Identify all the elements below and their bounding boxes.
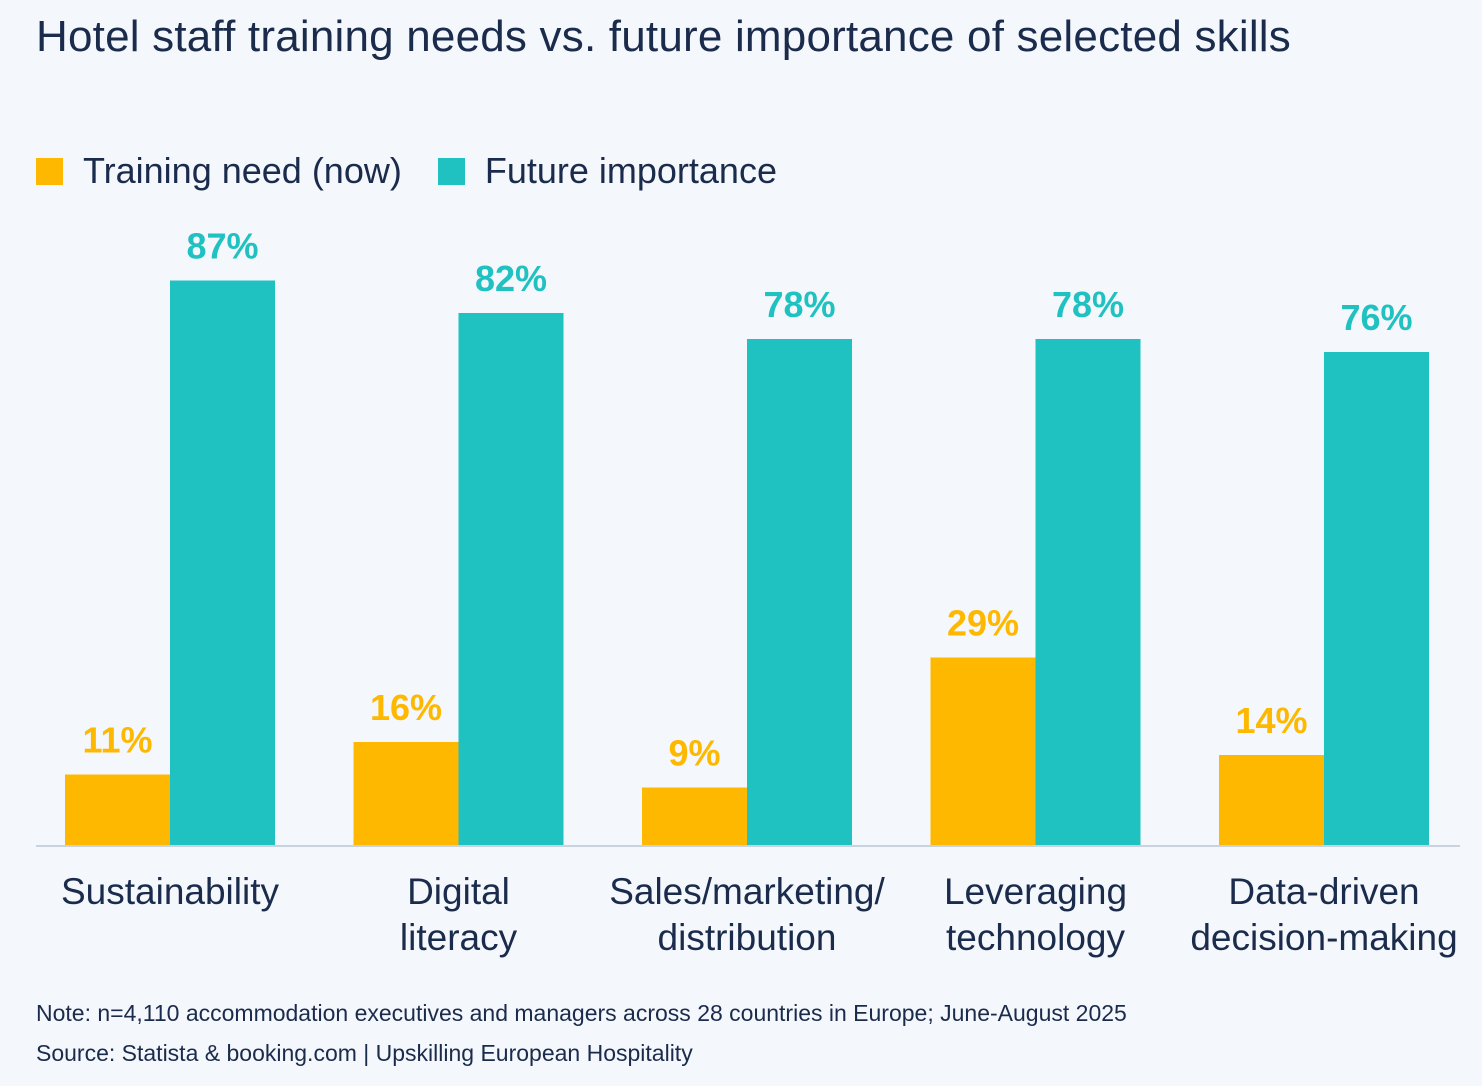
bar-training-need-0 [65,774,170,846]
data-label-training-need-3: 29% [947,603,1019,644]
bar-future-importance-1 [458,313,564,846]
data-label-future-importance-3: 78% [1052,284,1124,325]
bar-training-need-4 [1219,755,1324,846]
data-label-training-need-1: 16% [370,687,442,728]
bar-future-importance-4 [1324,352,1429,846]
data-label-training-need-2: 9% [668,733,720,774]
x-tick-label-1-1: literacy [400,917,518,958]
bar-chart: 11% 87% Sustainability 16% 82% Digital literac… [36,226,1460,958]
data-label-future-importance-1: 82% [475,258,547,299]
chart-title: Hotel staff training needs vs. future im… [36,12,1291,61]
bar-future-importance-0 [170,280,275,846]
x-tick-label-4-1: decision-making [1190,917,1457,958]
x-tick-label-4-0: Data-driven [1228,871,1419,912]
x-tick-label-3-1: technology [946,917,1125,958]
legend-label-training-need: Training need (now) [83,150,402,191]
data-label-future-importance-0: 87% [186,226,258,267]
bar-training-need-2 [642,787,747,846]
footnote: Note: n=4,110 accommodation executives a… [36,1000,1127,1026]
bar-training-need-1 [353,742,459,846]
x-tick-label-2-0: Sales/marketing/ [609,871,885,912]
legend-swatch-future-importance [437,157,465,185]
x-tick-label-3-0: Leveraging [944,871,1127,912]
source-line: Source: Statista & booking.com | Upskill… [36,1040,693,1066]
data-label-training-need-0: 11% [82,720,152,761]
data-label-future-importance-4: 76% [1340,297,1412,338]
x-tick-label-1-0: Digital [407,871,510,912]
bar-future-importance-3 [1035,339,1141,846]
data-label-future-importance-2: 78% [763,284,835,325]
legend-label-future-importance: Future importance [484,150,777,191]
x-tick-label-0-0: Sustainability [61,871,280,912]
legend-swatch-training-need [36,157,63,185]
bar-training-need-3 [930,657,1036,846]
x-tick-label-2-1: distribution [658,917,837,958]
legend: Training need (now) Future importance [36,150,813,192]
legend-item-training-need: Training need (now) [36,150,402,192]
data-label-training-need-4: 14% [1235,700,1307,741]
bar-future-importance-2 [747,339,852,846]
legend-item-future-importance: Future importance [437,150,777,192]
